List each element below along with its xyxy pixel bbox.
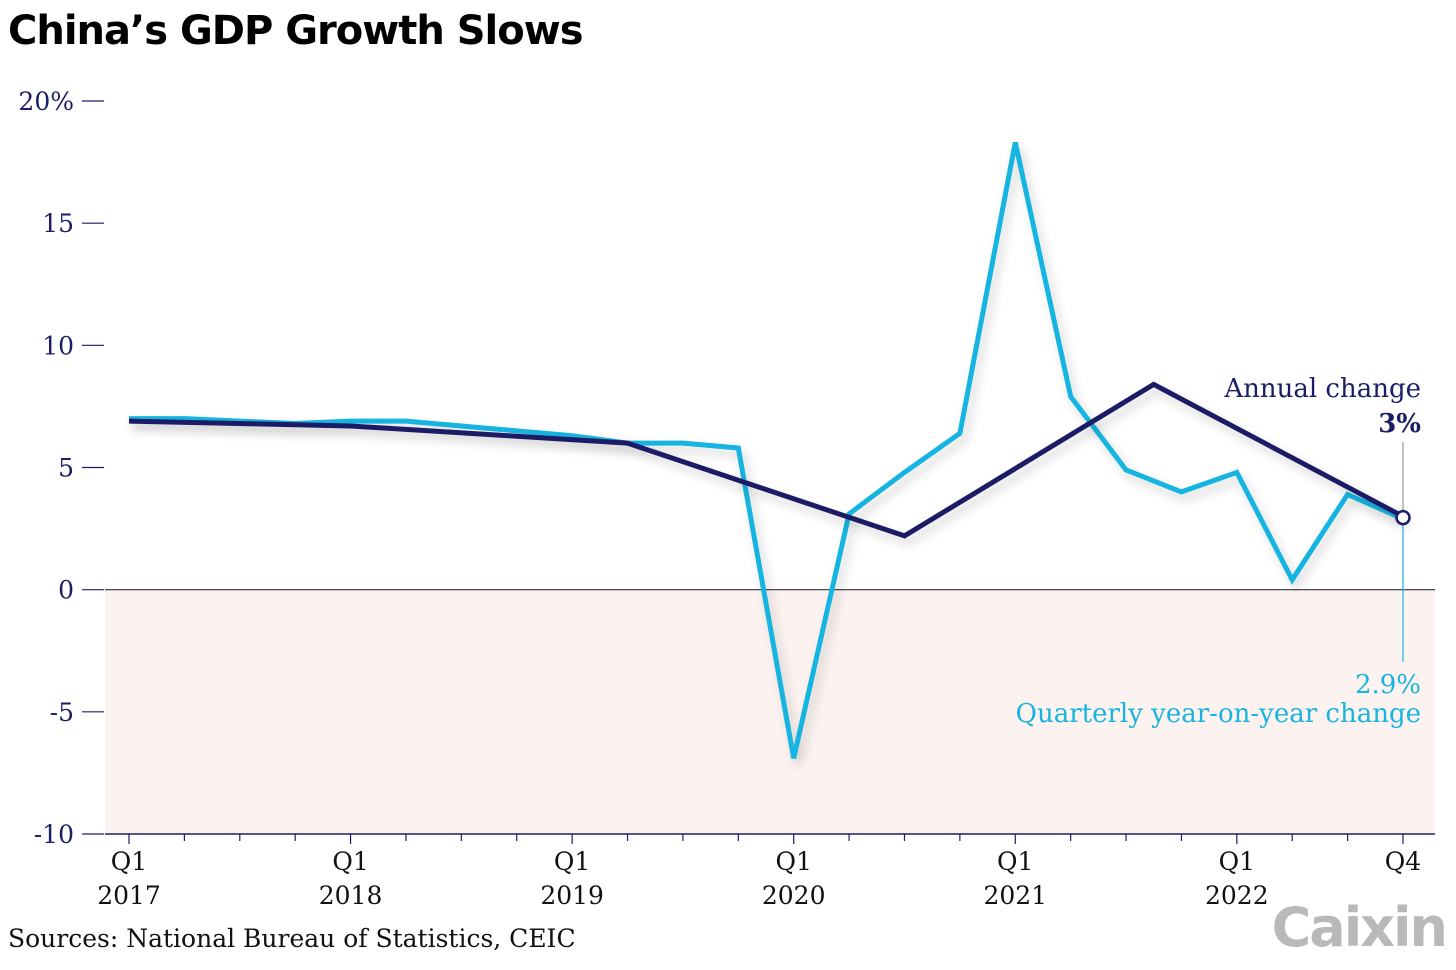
x-tick-label-quarter: Q1 bbox=[554, 847, 590, 876]
y-tick-label: 10 bbox=[42, 331, 74, 360]
x-tick-label-year: 2021 bbox=[983, 881, 1047, 910]
x-tick-label-quarter: Q1 bbox=[1219, 847, 1255, 876]
quarterly-change-line bbox=[129, 141, 1405, 759]
annual-change-value: 3% bbox=[1378, 409, 1421, 439]
x-tick-label-year: 2017 bbox=[97, 881, 161, 910]
end-point-marker bbox=[1395, 509, 1411, 526]
x-tick-label-quarter: Q4 bbox=[1385, 847, 1421, 876]
x-tick-label-quarter: Q1 bbox=[997, 847, 1033, 876]
y-tick-label: 20% bbox=[18, 87, 74, 116]
x-tick-label-quarter: Q1 bbox=[111, 847, 147, 876]
quarterly-change-value: 2.9% bbox=[1355, 670, 1421, 700]
caixin-logo: Caixin bbox=[1271, 896, 1448, 959]
annotations: Annual change 3% 2.9% Quarterly year-on-… bbox=[1016, 374, 1422, 729]
x-tick-label-quarter: Q1 bbox=[775, 847, 811, 876]
series-lines bbox=[128, 141, 1405, 759]
quarterly-change-label: Quarterly year-on-year change bbox=[1016, 699, 1421, 729]
y-tick-label: 5 bbox=[58, 454, 74, 483]
x-tick-label-quarter: Q1 bbox=[332, 847, 368, 876]
annual-change-line bbox=[128, 381, 1405, 539]
x-tick-label-year: 2020 bbox=[762, 881, 826, 910]
x-tick-label-year: 2018 bbox=[319, 881, 383, 910]
chart-title: China’s GDP Growth Slows bbox=[8, 8, 583, 54]
y-axis: 20% 15 10 5 0 -5 -10 bbox=[18, 87, 1435, 849]
y-tick-label: 0 bbox=[58, 576, 74, 605]
y-tick-label: -10 bbox=[34, 820, 74, 849]
annual-change-label: Annual change bbox=[1223, 374, 1421, 404]
x-tick-label-year: 2022 bbox=[1205, 881, 1269, 910]
x-axis: Q1 2017 Q1 2018 Q1 2019 Q1 2020 Q1 2021 Q1 2022 Q4 bbox=[97, 833, 1435, 910]
y-tick-label: 15 bbox=[42, 209, 74, 238]
x-tick-label-year: 2019 bbox=[540, 881, 604, 910]
y-tick-label: -5 bbox=[50, 698, 74, 727]
source-note: Sources: National Bureau of Statistics, … bbox=[8, 924, 576, 953]
